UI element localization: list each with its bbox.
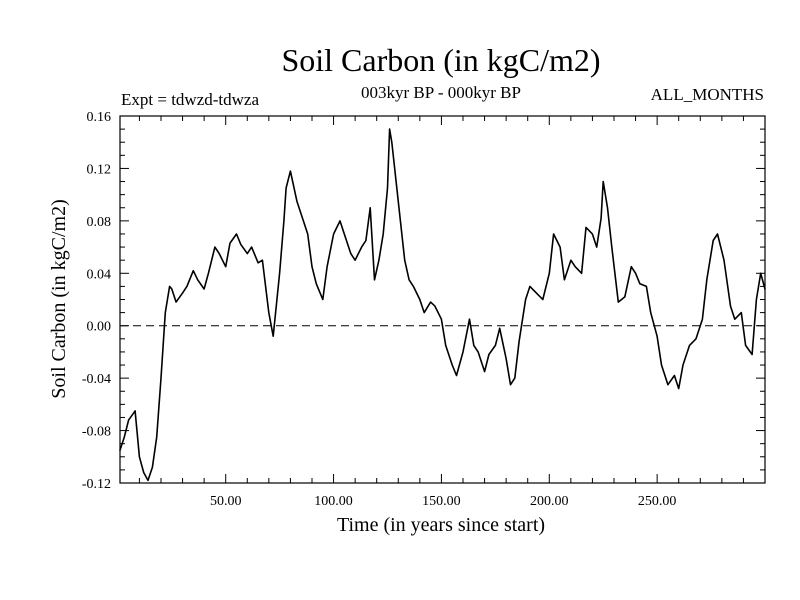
- x-axis: 50.00 100.00 150.00 200.00 250.00: [138, 116, 744, 509]
- y-tick-label: -0.08: [82, 425, 111, 440]
- y-tick-label: 0.00: [87, 320, 112, 335]
- y-tick-label: 0.08: [87, 215, 112, 230]
- plot-area: [119, 115, 766, 484]
- y-tick-label: 0.12: [87, 162, 112, 177]
- x-tick-label: 100.00: [314, 494, 353, 509]
- y-tick-label: 0.16: [87, 110, 112, 125]
- chart-subtitle: 003kyr BP - 000kyr BP: [361, 83, 521, 102]
- y-tick-label: -0.04: [82, 372, 111, 387]
- months-label: ALL_MONTHS: [651, 85, 764, 104]
- x-tick-label: 250.00: [638, 494, 677, 509]
- chart-title: Soil Carbon (in kgC/m2): [281, 42, 600, 78]
- y-tick-label: -0.12: [82, 477, 111, 492]
- x-axis-label: Time (in years since start): [337, 514, 545, 536]
- y-axis: -0.12 -0.08 -0.04 0.00 0.04 0.08 0.12 0.16: [82, 110, 765, 492]
- x-tick-label: 150.00: [422, 494, 461, 509]
- y-tick-label: 0.04: [87, 267, 112, 282]
- soil-carbon-series-line: [119, 128, 766, 482]
- y-axis-label: Soil Carbon (in kgC/m2): [48, 199, 70, 398]
- experiment-label: Expt = tdwzd-tdwza: [121, 90, 259, 109]
- x-tick-label: 200.00: [530, 494, 569, 509]
- x-tick-label: 50.00: [210, 494, 242, 509]
